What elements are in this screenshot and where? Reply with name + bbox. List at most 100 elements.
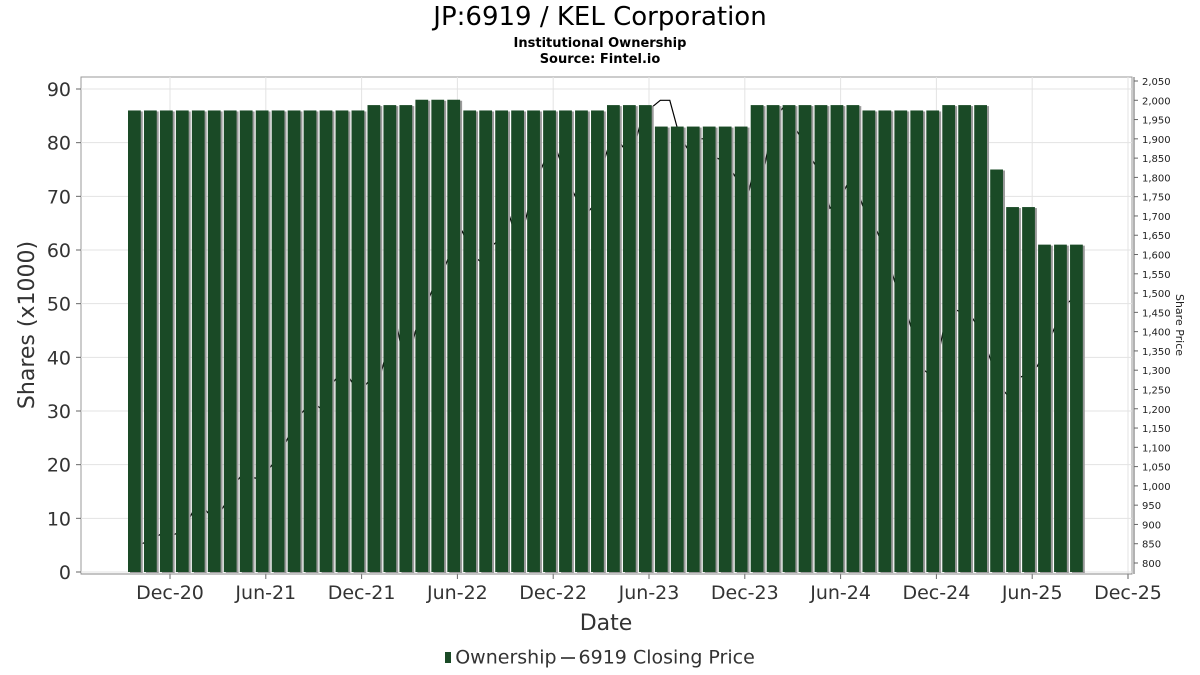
ownership-bar <box>335 110 349 572</box>
y2-tick-label: 1,850 <box>1142 154 1171 165</box>
chart-subtitle: Institutional Ownership <box>513 36 687 51</box>
x-tick-label: Jun-24 <box>809 582 871 604</box>
y-tick-label: 90 <box>47 79 71 101</box>
y2-tick-label: 1,550 <box>1142 270 1171 281</box>
ownership-bar <box>543 110 556 572</box>
y2-tick-label: 2,000 <box>1142 96 1171 107</box>
x-tick-label: Dec-22 <box>519 582 587 604</box>
y-axis-label: Shares (x1000) <box>15 241 40 409</box>
ownership-bar <box>862 110 876 572</box>
ownership-bar <box>766 105 780 572</box>
ownership-bar <box>718 126 732 573</box>
y2-tick-label: 950 <box>1142 501 1161 512</box>
ownership-bar <box>974 105 988 572</box>
ownership-bar <box>942 105 956 572</box>
ownership-bar <box>463 110 477 572</box>
legend-ownership: Ownership <box>455 646 557 669</box>
ownership-bar <box>479 110 493 572</box>
ownership-bar <box>926 110 940 572</box>
y2-tick-label: 1,400 <box>1142 328 1171 339</box>
ownership-bar <box>878 110 892 572</box>
x-tick-label: Jun-21 <box>234 582 296 604</box>
ownership-bar <box>191 110 205 572</box>
y-tick-label: 60 <box>47 240 71 262</box>
price-legend-line <box>560 656 575 659</box>
ownership-bar <box>654 126 668 573</box>
ownership-bar <box>1054 244 1067 572</box>
ownership-bar <box>159 110 173 572</box>
ownership-bar <box>399 105 413 572</box>
x-tick-label: Dec-20 <box>136 582 204 604</box>
ownership-bar <box>351 110 365 572</box>
ownership-bars <box>128 99 1085 574</box>
y2-tick-label: 1,500 <box>1142 289 1171 300</box>
y2-axis-label: Share Price <box>1173 294 1186 356</box>
ownership-bar <box>143 110 157 572</box>
y2-tick-label: 1,450 <box>1142 308 1171 319</box>
y2-tick-label: 900 <box>1142 520 1161 531</box>
chart-title: JP:6919 / KEL Corporation <box>433 2 767 32</box>
ownership-bar <box>607 105 620 572</box>
y2-tick-label: 1,950 <box>1142 116 1171 127</box>
ownership-bar <box>1070 244 1083 572</box>
ownership-bar <box>1022 207 1035 573</box>
ownership-bar <box>447 99 461 572</box>
ownership-bar <box>846 105 860 572</box>
x-tick-label: Jun-22 <box>426 582 488 604</box>
y-tick-label: 70 <box>47 186 71 208</box>
x-tick-label: Dec-23 <box>711 582 779 604</box>
ownership-bar <box>383 105 397 572</box>
y2-tick-label: 1,700 <box>1142 212 1171 223</box>
y2-tick-label: 1,750 <box>1142 193 1171 204</box>
y2-tick-label: 1,800 <box>1142 173 1171 184</box>
ownership-bar <box>255 110 269 572</box>
ownership-bar <box>830 105 844 572</box>
ownership-bar <box>1006 207 1019 573</box>
right-axis: 800 850 900 950 1,000 1,050 1,100 1,150 1,200 1,2… <box>1133 77 1171 574</box>
ownership-bar <box>591 110 604 572</box>
x-axis: Dec-20 Jun-21 Dec-21 Jun-22 Dec-22 Jun-23 Dec-… <box>81 573 1162 604</box>
ownership-bar <box>367 105 381 572</box>
y2-tick-label: 2,050 <box>1142 77 1171 88</box>
ownership-bar <box>958 105 972 572</box>
ownership-bar <box>495 110 509 572</box>
left-axis: 0 10 20 30 40 50 60 70 80 90 <box>47 79 81 584</box>
y2-tick-label: 800 <box>1142 559 1161 570</box>
ownership-bar <box>559 110 572 572</box>
ownership-bar <box>814 105 828 572</box>
y2-tick-label: 1,150 <box>1142 424 1171 435</box>
ownership-bar <box>415 99 429 572</box>
ownership-bar <box>175 110 189 572</box>
ownership-bar <box>782 105 796 572</box>
ownership-bar <box>575 110 588 572</box>
y-tick-label: 80 <box>47 133 71 155</box>
y2-tick-label: 1,300 <box>1142 366 1171 377</box>
ownership-bar <box>638 105 652 572</box>
y2-tick-label: 1,900 <box>1142 135 1171 146</box>
ownership-bar <box>239 110 253 572</box>
y-tick-label: 40 <box>47 347 71 369</box>
ownership-bar <box>527 110 540 572</box>
y-tick-label: 30 <box>47 401 71 423</box>
ownership-bar <box>798 105 812 572</box>
ownership-bar <box>750 105 764 572</box>
ownership-bar <box>1038 244 1051 572</box>
ownership-bar <box>990 169 1003 572</box>
y2-tick-label: 1,100 <box>1142 443 1171 454</box>
ownership-bar <box>622 105 636 572</box>
y2-tick-label: 1,200 <box>1142 405 1171 416</box>
legend: Ownership 6919 Closing Price <box>0 646 1200 669</box>
y2-tick-label: 1,650 <box>1142 231 1171 242</box>
x-axis-label: Date <box>580 611 633 636</box>
ownership-bar <box>910 110 924 572</box>
y2-tick-label: 850 <box>1142 540 1161 551</box>
ownership-bar <box>511 110 524 572</box>
ownership-bar <box>319 110 333 572</box>
ownership-bar <box>734 126 748 573</box>
x-tick-label: Dec-25 <box>1094 582 1162 604</box>
y-tick-label: 0 <box>59 562 71 584</box>
x-tick-label: Dec-24 <box>902 582 970 604</box>
y2-tick-label: 1,250 <box>1142 385 1171 396</box>
ownership-legend-swatch <box>445 652 452 663</box>
